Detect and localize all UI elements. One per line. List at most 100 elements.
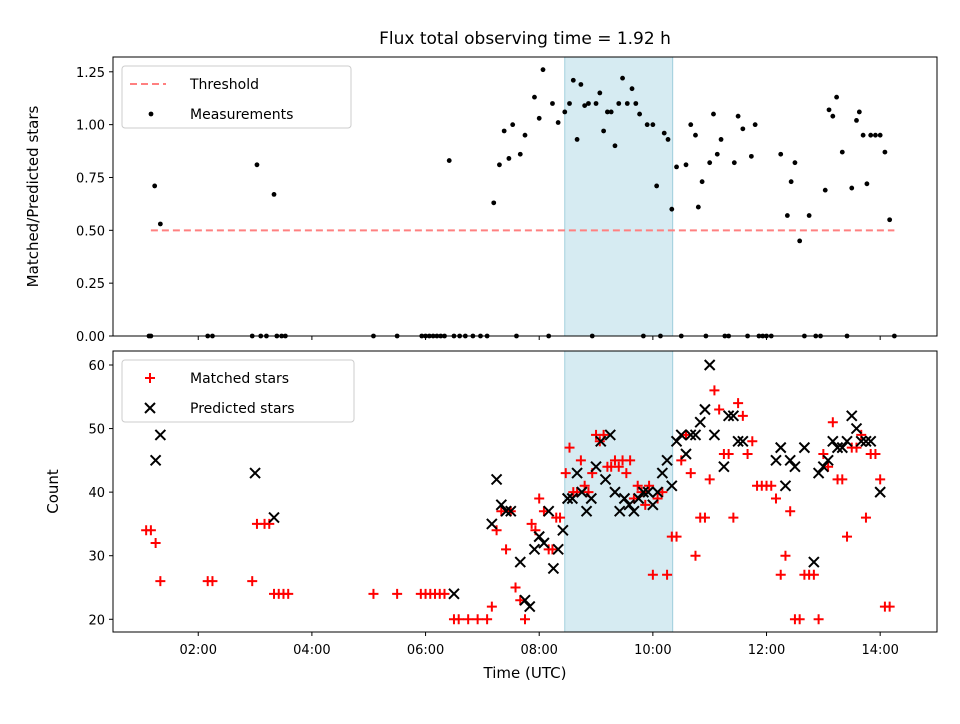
predicted-star-point bbox=[561, 492, 574, 505]
measurement-point bbox=[669, 206, 675, 212]
matched-star-point bbox=[526, 518, 537, 529]
matched-star-point bbox=[453, 614, 464, 625]
y-tick-label: 0.75 bbox=[76, 171, 105, 186]
predicted-star-point bbox=[775, 441, 787, 454]
measurement-point bbox=[555, 120, 561, 125]
matched-star-point bbox=[640, 499, 651, 510]
matched-star-point bbox=[884, 601, 895, 612]
x-tick-label: 04:00 bbox=[293, 643, 330, 658]
matched-star-point bbox=[794, 614, 805, 625]
predicted-star-point bbox=[595, 435, 607, 447]
predicted-star-point bbox=[590, 460, 602, 473]
measurement-point bbox=[597, 90, 603, 96]
measurement-point bbox=[873, 132, 878, 138]
measurement-point bbox=[620, 75, 625, 81]
legend-predicted-swatch bbox=[144, 402, 156, 414]
matched-star-point bbox=[264, 518, 275, 529]
predicted-star-point bbox=[609, 486, 621, 498]
measurement-point bbox=[748, 153, 754, 159]
matched-star-point bbox=[780, 550, 791, 561]
matched-star-point bbox=[534, 493, 545, 504]
predicted-star-point bbox=[651, 486, 664, 498]
x-axis-title: Time (UTC) bbox=[483, 664, 567, 682]
matched-star-point bbox=[491, 525, 502, 536]
matched-star-point bbox=[564, 442, 575, 453]
matched-star-point bbox=[555, 512, 566, 523]
measurement-point bbox=[877, 132, 883, 138]
predicted-star-point bbox=[495, 499, 508, 511]
ratio-panel: 0.00 0.25 0.50 0.75 1.00 1.25 Flux total obser… bbox=[24, 29, 938, 345]
matched-star-point bbox=[870, 448, 881, 459]
measurement-point bbox=[157, 221, 163, 227]
measurement-point bbox=[834, 94, 840, 100]
matched-star-point bbox=[676, 455, 687, 466]
predicted-star-point bbox=[614, 505, 626, 517]
measurement-point bbox=[510, 122, 516, 128]
measurement-point bbox=[574, 137, 580, 142]
predicted-star-point bbox=[552, 543, 564, 556]
predicted-star-point bbox=[533, 530, 545, 543]
predicted-star-point bbox=[538, 537, 550, 549]
matched-star-point bbox=[747, 436, 758, 447]
measurement-point bbox=[517, 151, 523, 157]
measurement-point bbox=[849, 185, 855, 191]
measurement-point bbox=[629, 86, 635, 92]
measurement-point bbox=[637, 111, 643, 117]
measurement-point bbox=[532, 94, 537, 100]
predicted-star-point bbox=[149, 454, 162, 467]
matched-star-point bbox=[662, 569, 673, 580]
y-tick-label: 60 bbox=[88, 359, 105, 374]
measurement-point bbox=[688, 122, 694, 128]
matched-star-point bbox=[368, 588, 379, 599]
predicted-star-point bbox=[571, 467, 583, 479]
matched-star-point bbox=[770, 493, 781, 504]
predicted-star-point bbox=[580, 505, 593, 517]
matched-star-point bbox=[704, 474, 715, 485]
matched-star-point bbox=[818, 448, 829, 459]
predicted-star-point bbox=[154, 429, 167, 441]
x-tick-label: 10:00 bbox=[634, 643, 671, 658]
matched-star-point bbox=[723, 448, 734, 459]
predicted-star-point bbox=[817, 460, 830, 473]
measurement-point bbox=[695, 204, 701, 210]
predicted-star-point bbox=[524, 600, 536, 613]
predicted-star-point bbox=[557, 524, 569, 536]
predicted-star-point bbox=[542, 505, 555, 517]
y-axis-title: Count bbox=[44, 469, 62, 514]
measurement-point bbox=[491, 200, 497, 206]
matched-star-point bbox=[547, 544, 558, 555]
measurement-point bbox=[887, 217, 893, 223]
measurement-point bbox=[582, 103, 588, 109]
predicted-star-point bbox=[874, 486, 886, 498]
measurement-point bbox=[578, 82, 584, 87]
predicted-star-point bbox=[831, 441, 844, 454]
measurement-point bbox=[497, 162, 502, 168]
predicted-star-point bbox=[841, 435, 853, 447]
predicted-star-point bbox=[779, 480, 792, 492]
predicted-star-point bbox=[694, 416, 706, 428]
x-tick-label: 14:00 bbox=[861, 643, 898, 658]
matched-star-point bbox=[808, 569, 819, 580]
matched-star-point bbox=[621, 468, 632, 479]
measurement-point bbox=[788, 179, 794, 185]
predicted-star-point bbox=[784, 454, 796, 467]
matched-star-point bbox=[647, 569, 658, 580]
measurement-point bbox=[152, 183, 158, 189]
measurement-point bbox=[707, 160, 713, 166]
predicted-star-point bbox=[566, 492, 579, 505]
measurement-point bbox=[605, 109, 610, 115]
measurement-point bbox=[501, 128, 507, 134]
matched-star-point bbox=[463, 614, 474, 625]
legend-matched-swatch bbox=[145, 373, 155, 383]
measurement-point bbox=[616, 101, 622, 106]
y-tick-label: 0.00 bbox=[76, 330, 105, 345]
matched-star-point bbox=[486, 601, 497, 612]
matched-star-point bbox=[685, 468, 696, 479]
measurement-point bbox=[644, 122, 650, 128]
predicted-star-point bbox=[708, 429, 721, 441]
predicted-star-point bbox=[647, 499, 659, 511]
matched-star-point bbox=[837, 474, 848, 485]
predicted-star-point bbox=[628, 505, 640, 517]
measurement-point bbox=[601, 128, 607, 134]
